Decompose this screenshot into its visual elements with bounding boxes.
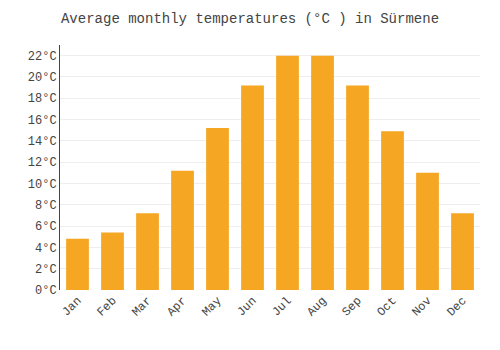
svg-text:8°C: 8°C: [35, 199, 57, 213]
svg-text:Average monthly temperatures (: Average monthly temperatures (°C ) in Sü…: [61, 11, 439, 27]
svg-text:4°C: 4°C: [35, 242, 57, 256]
svg-text:14°C: 14°C: [28, 135, 57, 149]
svg-text:Dec: Dec: [444, 294, 469, 319]
svg-text:Jul: Jul: [269, 294, 294, 319]
svg-text:May: May: [199, 294, 224, 319]
svg-text:0°C: 0°C: [35, 284, 57, 298]
svg-text:16°C: 16°C: [28, 114, 57, 128]
svg-text:Apr: Apr: [164, 294, 189, 319]
svg-text:20°C: 20°C: [28, 71, 57, 85]
svg-text:Nov: Nov: [409, 294, 434, 319]
svg-text:10°C: 10°C: [28, 178, 57, 192]
svg-text:22°C: 22°C: [28, 50, 57, 64]
svg-text:2°C: 2°C: [35, 263, 57, 277]
svg-text:Oct: Oct: [374, 294, 399, 319]
svg-text:6°C: 6°C: [35, 220, 57, 234]
svg-text:Jun: Jun: [234, 294, 259, 319]
svg-text:Mar: Mar: [129, 294, 154, 319]
svg-text:Sep: Sep: [339, 294, 364, 319]
svg-text:Jan: Jan: [59, 294, 84, 319]
svg-text:Feb: Feb: [94, 294, 119, 319]
svg-text:Aug: Aug: [304, 294, 329, 319]
svg-text:18°C: 18°C: [28, 92, 57, 106]
svg-text:12°C: 12°C: [28, 156, 57, 170]
